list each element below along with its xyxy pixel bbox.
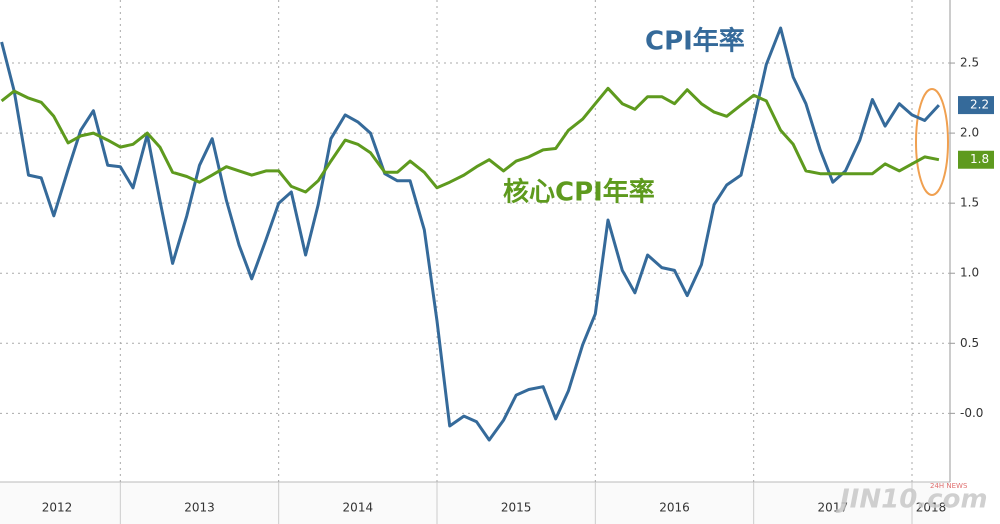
series-annotation: 核心CPI年率 — [503, 177, 655, 208]
series-line — [0, 86, 940, 194]
x-tick-label: 2016 — [659, 501, 690, 515]
highlight-ellipse — [915, 88, 949, 196]
x-tick-label: 2012 — [42, 501, 73, 515]
watermark-tag: 24H NEWS — [930, 482, 968, 490]
x-tick-label: 2013 — [184, 501, 215, 515]
y-tick-label: 0.5 — [960, 336, 979, 350]
end-label: 2.2 — [970, 98, 989, 112]
y-tick-label: 1.0 — [960, 266, 979, 280]
end-label: 1.8 — [970, 152, 989, 166]
y-tick-label: 2.0 — [960, 126, 979, 140]
y-tick-label: -0.0 — [960, 406, 983, 420]
end-label-box — [958, 96, 994, 115]
x-tick-label: 2015 — [501, 501, 532, 515]
y-tick-label: 2.5 — [960, 56, 979, 70]
x-tick-label: 2017 — [818, 501, 849, 515]
y-tick-label: 1.5 — [960, 196, 979, 210]
x-tick-label: 2018 — [916, 501, 947, 515]
series-line — [0, 26, 941, 442]
x-tick-label: 2014 — [343, 501, 374, 515]
x-axis-band — [0, 482, 950, 524]
end-label-box — [958, 150, 994, 169]
watermark: JIN10.com — [835, 485, 988, 515]
series-annotation: CPI年率 — [645, 26, 745, 57]
